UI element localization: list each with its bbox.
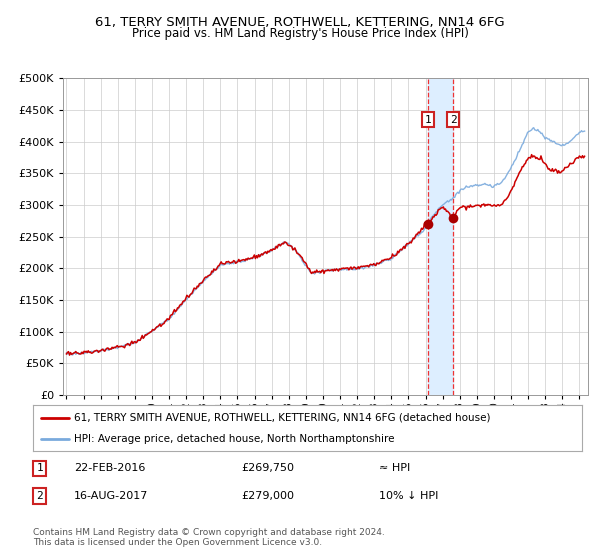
Text: 22-FEB-2016: 22-FEB-2016 [74, 464, 146, 473]
Text: ≈ HPI: ≈ HPI [379, 464, 410, 473]
Text: 61, TERRY SMITH AVENUE, ROTHWELL, KETTERING, NN14 6FG (detached house): 61, TERRY SMITH AVENUE, ROTHWELL, KETTER… [74, 413, 491, 423]
Text: £279,000: £279,000 [242, 491, 295, 501]
Text: 10% ↓ HPI: 10% ↓ HPI [379, 491, 438, 501]
Text: 2: 2 [450, 115, 457, 124]
Text: Contains HM Land Registry data © Crown copyright and database right 2024.
This d: Contains HM Land Registry data © Crown c… [33, 528, 385, 547]
Text: 1: 1 [36, 464, 43, 473]
Bar [428, 78, 453, 395]
Text: £269,750: £269,750 [242, 464, 295, 473]
Text: HPI: Average price, detached house, North Northamptonshire: HPI: Average price, detached house, Nort… [74, 435, 395, 444]
Text: 2: 2 [36, 491, 43, 501]
Text: 16-AUG-2017: 16-AUG-2017 [74, 491, 149, 501]
Text: 61, TERRY SMITH AVENUE, ROTHWELL, KETTERING, NN14 6FG: 61, TERRY SMITH AVENUE, ROTHWELL, KETTER… [95, 16, 505, 29]
Text: Price paid vs. HM Land Registry's House Price Index (HPI): Price paid vs. HM Land Registry's House … [131, 27, 469, 40]
Text: 1: 1 [424, 115, 431, 124]
